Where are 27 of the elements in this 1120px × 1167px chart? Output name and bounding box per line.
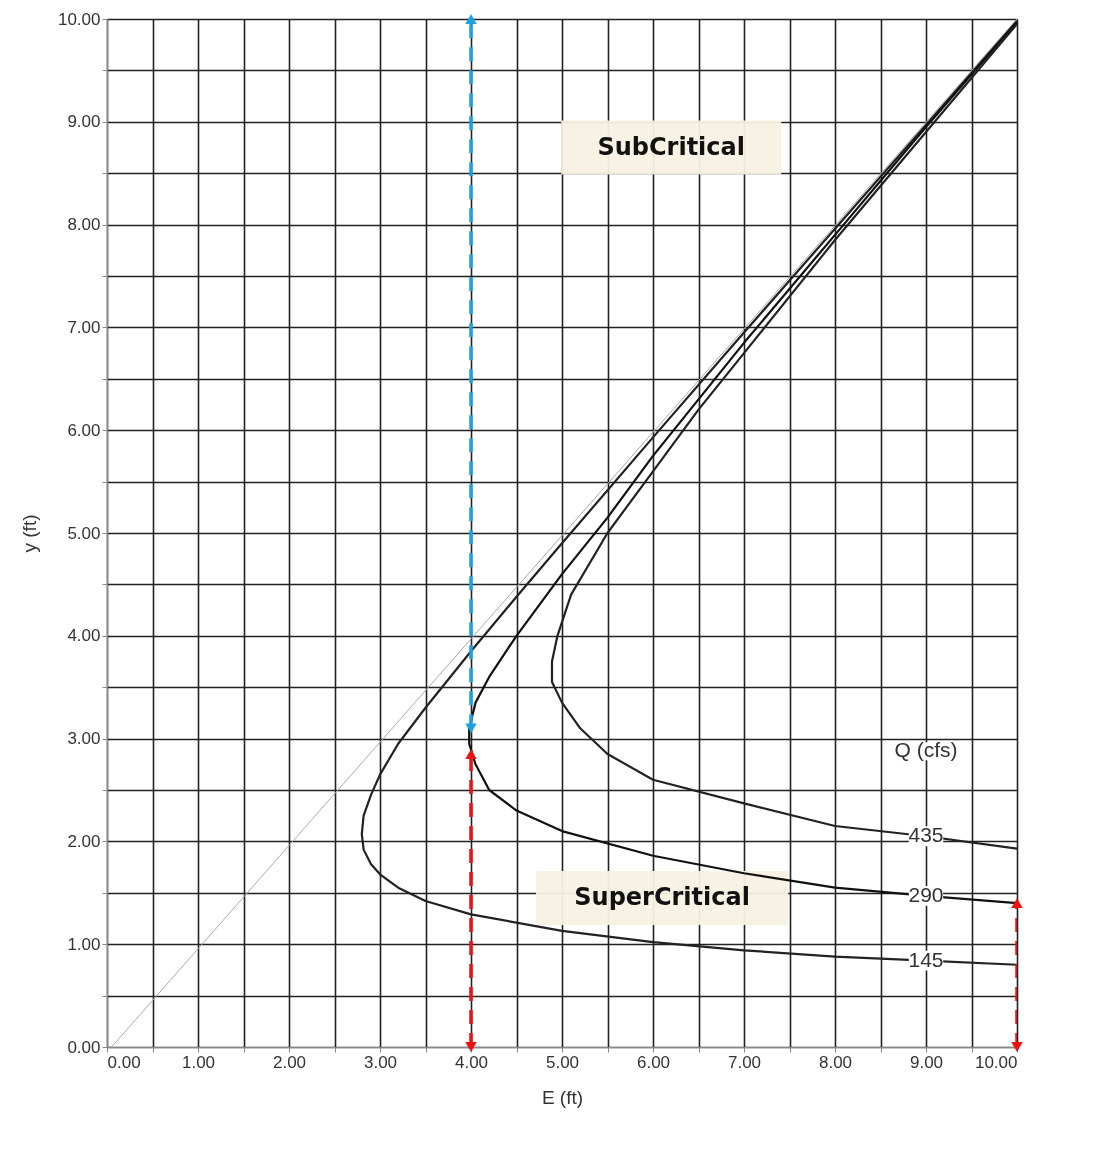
y-axis-title: y (ft): [18, 514, 40, 553]
x-tick-label: 3.00: [363, 1052, 398, 1072]
x-tick-label: 10.00: [974, 1052, 1018, 1072]
y-tick-label: 10.00: [57, 9, 101, 29]
x-tick-label: 5.00: [545, 1052, 580, 1072]
x-tick-label: 9.00: [909, 1052, 944, 1072]
y-tick-label: 7.00: [67, 317, 101, 337]
x-tick-label: 4.00: [454, 1052, 489, 1072]
y-tick-label: 4.00: [67, 626, 101, 646]
y-tick-label: 1.00: [67, 934, 101, 954]
x-tick-label: 7.00: [727, 1052, 762, 1072]
x-axis-title: E (ft): [541, 1086, 584, 1108]
annotation: SuperCritical: [574, 882, 750, 911]
y-tick-label: 3.00: [67, 729, 101, 749]
y-tick-label: 8.00: [67, 215, 101, 235]
x-tick-label: 8.00: [818, 1052, 853, 1072]
y-tick-label: 0.00: [67, 1037, 101, 1057]
y-tick-label: 6.00: [67, 420, 101, 440]
y-tick-label: 2.00: [67, 831, 101, 851]
x-tick-label: 6.00: [636, 1052, 671, 1072]
x-tick-label: 0.00: [107, 1052, 141, 1072]
x-tick-label: 1.00: [181, 1052, 216, 1072]
legend-title: Q (cfs): [894, 738, 958, 762]
y-tick-label: 9.00: [67, 112, 101, 132]
annotation: SubCritical: [597, 132, 745, 161]
y-tick-label: 5.00: [67, 523, 101, 543]
x-tick-label: 2.00: [272, 1052, 307, 1072]
